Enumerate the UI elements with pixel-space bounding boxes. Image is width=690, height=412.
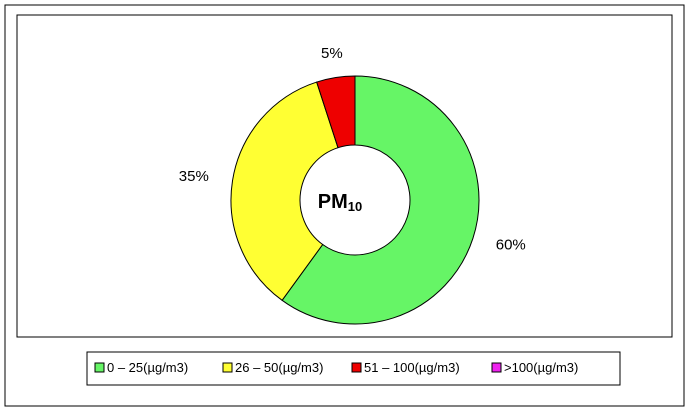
- slice: [230, 81, 339, 302]
- legend-label: >100(µg/m3): [504, 360, 578, 375]
- center-subscript: 10: [348, 199, 362, 214]
- data-label: 35%: [179, 168, 209, 185]
- legend-swatch: [491, 362, 502, 373]
- legend-label: 51 – 100(µg/m3): [364, 360, 460, 375]
- center-text: PM: [318, 191, 348, 213]
- legend-swatch: [351, 362, 362, 373]
- slice: [316, 75, 356, 149]
- slice: [281, 75, 480, 325]
- legend-label: 0 – 25(µg/m3): [107, 360, 188, 375]
- data-label: 60%: [496, 237, 526, 254]
- center-label: PM10: [318, 191, 362, 214]
- slices: [230, 75, 480, 325]
- legend-swatch: [222, 362, 233, 373]
- legend-swatch: [94, 362, 105, 373]
- data-label: 5%: [321, 45, 343, 62]
- legend-label: 26 – 50(µg/m3): [235, 360, 323, 375]
